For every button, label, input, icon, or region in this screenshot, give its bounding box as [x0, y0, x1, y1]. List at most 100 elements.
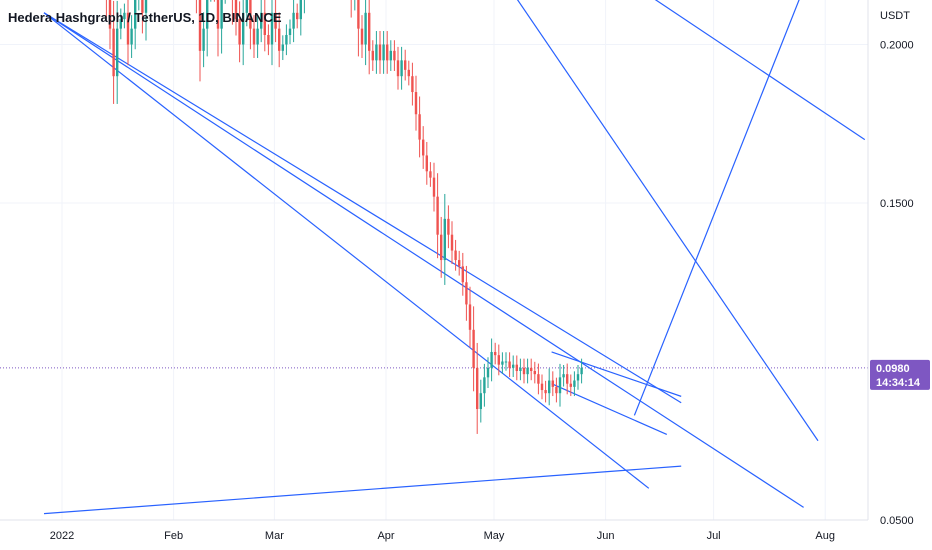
candle-body [414, 92, 418, 115]
candle-body [447, 218, 450, 235]
candle-body [256, 28, 259, 45]
candle-body [544, 390, 547, 394]
candle-body [461, 266, 464, 283]
candle-body [425, 155, 428, 172]
candle-body [278, 28, 281, 51]
x-tick-label: Apr [377, 530, 394, 542]
candle-body [558, 377, 562, 394]
candle-body [530, 367, 533, 372]
countdown-label: 14:34:14 [876, 377, 921, 389]
candle-body [580, 367, 583, 375]
candle-body [501, 361, 504, 365]
candle-body [206, 0, 209, 29]
trendline [551, 383, 668, 435]
candle-body [486, 367, 490, 378]
candle-body [249, 0, 252, 29]
candle-body [267, 34, 270, 45]
x-tick-label: Mar [265, 530, 284, 542]
chart-title: Hedera Hashgraph / TetherUS, 1D, BINANCE [8, 10, 282, 25]
candle-body [533, 371, 536, 375]
candle-body [519, 367, 522, 372]
candle-body [263, 12, 266, 35]
candle-body [202, 28, 205, 51]
trendline [516, 0, 819, 442]
candle-body [515, 364, 518, 372]
candle-body [281, 44, 284, 51]
candle-body [418, 114, 421, 140]
candle-body [566, 374, 569, 384]
candle-body [540, 383, 544, 391]
candle-body [123, 12, 126, 20]
candle-body [504, 361, 508, 363]
candle-body [296, 12, 299, 20]
current-price-label: 0.0980 [876, 363, 910, 375]
candle-body [472, 329, 475, 368]
candle-body [389, 50, 392, 61]
candle-body [299, 0, 302, 20]
candle-body [479, 393, 482, 410]
candle-body [220, 0, 223, 29]
trendline-layer [0, 0, 868, 515]
candle-body [526, 367, 529, 375]
candle-body [393, 50, 396, 61]
trendline [43, 12, 804, 508]
candle-body [440, 234, 443, 261]
candle-body [468, 304, 472, 330]
candle-body [292, 12, 295, 29]
candle-body [432, 177, 436, 197]
candle-body [242, 12, 245, 45]
current-price-badge [870, 359, 930, 390]
candle-body [450, 234, 454, 251]
candle-body [458, 260, 461, 267]
candle-body [198, 0, 202, 51]
candle-body [483, 377, 486, 394]
candle-body [368, 12, 371, 51]
candle-body [400, 60, 403, 77]
candle-body [364, 12, 367, 45]
candle-body [407, 69, 410, 77]
candle-body [378, 44, 382, 61]
candle-body [522, 367, 526, 375]
candle-body [285, 34, 288, 45]
candle-body [551, 380, 554, 387]
candle-body [108, 0, 112, 29]
x-tick-label: Jun [597, 530, 615, 542]
grid-layer [0, 0, 868, 521]
projection-arrow-line [633, 0, 800, 416]
candle-body [274, 12, 277, 29]
candle-body [396, 60, 400, 77]
y-tick-label: 0.1500 [880, 198, 914, 210]
x-tick-label: Feb [164, 530, 183, 542]
candle-body [465, 282, 468, 305]
x-tick-label: Jul [707, 530, 721, 542]
candle-body [573, 380, 576, 387]
trendline [654, 0, 866, 141]
candle-body [126, 12, 130, 45]
candle-body [119, 19, 122, 29]
candle-body [360, 28, 364, 45]
candle-body [555, 386, 558, 394]
candle-body [371, 50, 374, 61]
candle-body [422, 139, 425, 156]
candle-body [260, 12, 263, 29]
candle-body [508, 361, 511, 368]
y-tick-label: 0.2000 [880, 40, 914, 52]
candle-layer [105, 0, 583, 434]
x-tick-label: 2022 [50, 530, 74, 542]
candle-body [404, 60, 407, 70]
candle-body [288, 28, 292, 35]
candle-body [141, 0, 144, 13]
candle-body [252, 28, 256, 45]
candle-body [443, 218, 446, 261]
candle-body [234, 0, 238, 20]
candle-body [134, 0, 137, 29]
price-axis-panel [868, 0, 932, 550]
x-tick-label: May [484, 530, 505, 542]
candle-body [382, 44, 385, 61]
candle-body [576, 374, 580, 381]
candle-body [497, 355, 500, 365]
candle-body [494, 351, 497, 356]
